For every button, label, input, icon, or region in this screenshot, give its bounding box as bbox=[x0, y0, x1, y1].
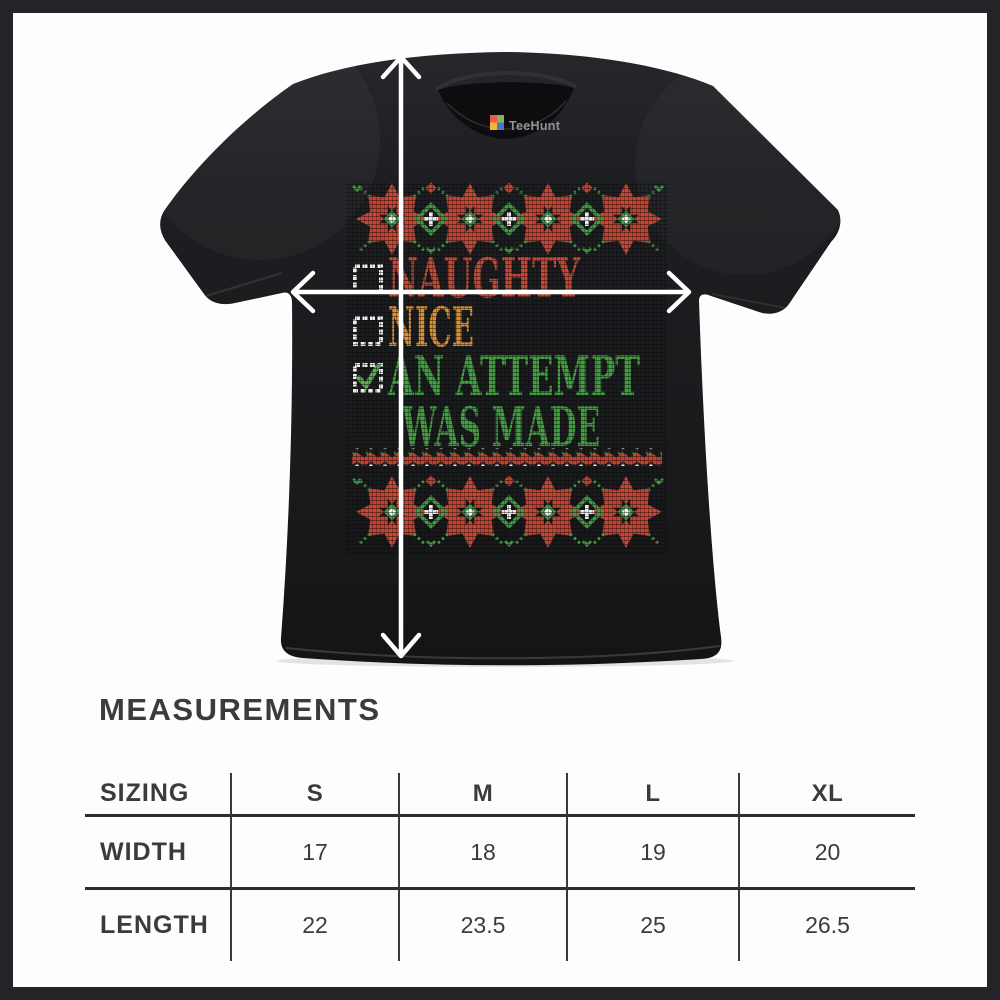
collar bbox=[434, 71, 577, 139]
brand-logo-text: TeeHunt bbox=[509, 119, 561, 133]
table-header-sizing: SIZING bbox=[85, 773, 232, 817]
width-l: 19 bbox=[568, 817, 740, 890]
width-arrow bbox=[290, 270, 692, 314]
row-label-width: WIDTH bbox=[85, 817, 232, 890]
length-s: 22 bbox=[232, 890, 400, 961]
table-header-xl: XL bbox=[740, 773, 915, 817]
length-xl: 26.5 bbox=[805, 912, 850, 938]
width-s: 17 bbox=[232, 817, 400, 890]
table-header-m: M bbox=[400, 773, 568, 817]
length-l: 25 bbox=[568, 890, 740, 961]
size-table: SIZING S M L XL WIDTH 17 18 19 20 LENGTH… bbox=[85, 773, 915, 961]
table-header-s: S bbox=[232, 773, 400, 817]
brand-label: TeeHunt bbox=[490, 115, 561, 133]
table-header-l: L bbox=[568, 773, 740, 817]
length-m: 23.5 bbox=[400, 890, 568, 961]
product-photo: TeeHunt NAUGHTY NICE AN ATTEMPT WAS MADE bbox=[160, 52, 841, 667]
row-label-length: LENGTH bbox=[85, 890, 232, 961]
teehunt-logo-icon bbox=[490, 115, 504, 130]
width-m: 18 bbox=[400, 817, 568, 890]
measurements-title: MEASUREMENTS bbox=[99, 692, 381, 727]
knit-texture-overlay bbox=[346, 182, 668, 556]
width-xl: 20 bbox=[740, 817, 915, 890]
length-arrow bbox=[380, 54, 422, 659]
shirt-print: NAUGHTY NICE AN ATTEMPT WAS MADE bbox=[346, 182, 668, 556]
